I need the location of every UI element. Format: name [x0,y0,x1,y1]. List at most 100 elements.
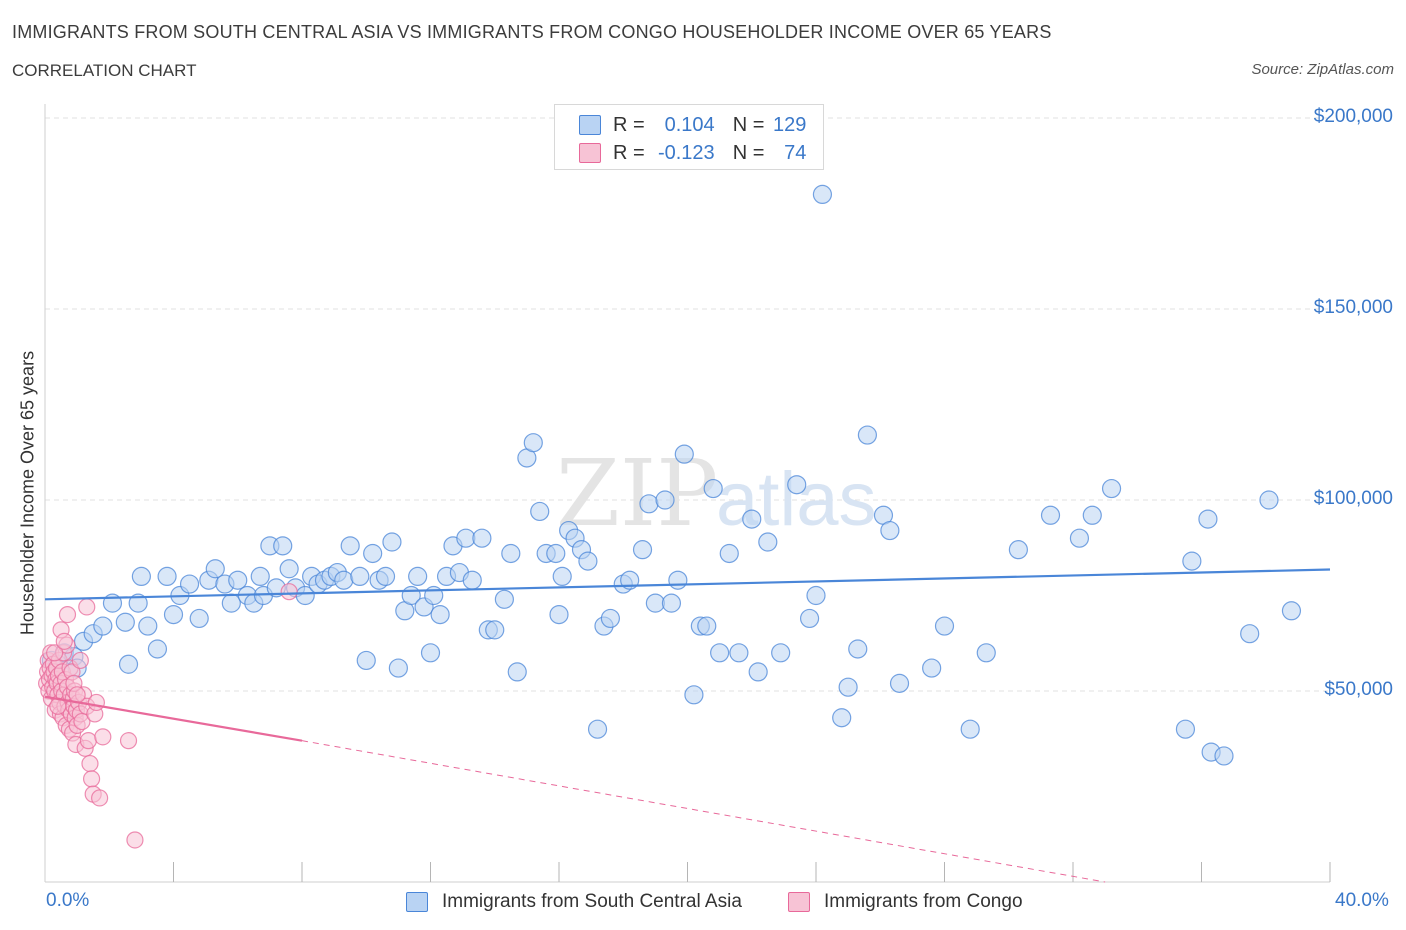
stats-legend: R = 0.104 N = 129 R = -0.123 N = 74 [554,104,824,170]
legend-swatch-pink [579,143,601,163]
data-point [91,789,109,807]
data-point [87,693,106,712]
data-point [228,570,248,590]
data-point [674,444,694,464]
r-value-blue: 0.104 [664,113,715,136]
data-point [179,574,200,594]
legend-label-congo: Immigrants from Congo [824,891,1023,912]
data-point [1259,490,1279,510]
y-tick-label: $150,000 [1313,297,1393,318]
r-label: R = [613,141,645,164]
data-point [485,620,505,640]
data-point [408,566,428,587]
data-point [889,673,910,693]
data-point [147,639,168,659]
data-point [1082,505,1102,525]
data-point [138,616,158,636]
data-point [546,543,566,564]
data-point [806,585,826,606]
data-point [530,501,550,522]
data-point [157,566,177,587]
data-point [758,532,778,552]
data-point [93,616,113,636]
data-point [639,494,659,514]
data-point [549,604,569,625]
series-south-central-asia-points [41,184,1302,766]
y-tick-label: $50,000 [1324,679,1393,700]
data-point [501,543,521,564]
data-point [812,184,833,204]
data-point [79,732,97,750]
data-point [73,712,91,731]
data-point [55,632,73,650]
data-point [1198,509,1218,529]
data-point [645,593,665,613]
data-point [578,551,598,571]
x-tick-label-min: 0.0% [46,890,90,911]
data-point [1240,624,1260,644]
data-point [1008,540,1028,560]
legend-item-south-central-asia[interactable]: Immigrants from South Central Asia [406,888,742,916]
data-point [420,643,441,663]
data-point [976,643,996,663]
data-point [131,566,151,587]
data-point [1040,505,1061,525]
n-label: N = [732,141,765,164]
chart-title: IMMIGRANTS FROM SOUTH CENTRAL ASIA VS IM… [12,22,1052,42]
data-point [552,566,572,587]
data-point [742,509,762,529]
legend-swatch-pink [788,892,810,912]
data-point [71,651,89,670]
chart-subtitle: CORRELATION CHART [12,61,197,80]
legend-item-congo[interactable]: Immigrants from Congo [788,888,1023,916]
data-point [462,570,482,590]
data-point [832,708,852,728]
legend-swatch-blue [406,892,428,912]
data-point [363,543,383,564]
data-point [472,528,492,548]
data-point [94,728,112,746]
data-point [523,433,543,453]
stats-legend-row-blue: R = 0.104 N = 129 [579,113,806,137]
data-point [922,658,942,678]
data-point [334,570,354,590]
data-point [78,598,96,616]
n-value-blue: 129 [773,113,807,136]
data-point [857,425,878,445]
legend-label-south-central-asia: Immigrants from South Central Asia [442,891,742,912]
data-point [46,644,64,662]
data-point [356,650,376,671]
data-point [729,643,749,663]
data-point [1214,746,1234,766]
y-tick-label: $200,000 [1313,106,1393,127]
data-point [507,662,527,682]
axes [44,104,1331,883]
data-point [375,566,396,587]
data-point [960,719,980,739]
data-point [1069,528,1090,548]
data-point [430,604,450,625]
data-point [1182,551,1202,571]
data-point [273,536,293,556]
trend-line-congo-extension [301,740,1106,883]
data-point [119,732,138,750]
data-point [382,532,402,552]
r-label: R = [613,113,645,136]
data-point [280,583,298,601]
data-point [697,616,717,636]
data-point [600,608,621,629]
n-label: N = [732,113,765,136]
data-point [221,593,241,613]
data-point [205,559,225,579]
data-point [58,605,77,624]
data-point [661,593,682,613]
data-point [1281,601,1302,621]
data-point [81,754,99,773]
data-point [128,593,148,613]
data-point [748,662,768,682]
data-point [1101,478,1122,499]
data-point [82,770,101,788]
y-tick-label: $100,000 [1313,488,1393,509]
data-point [494,589,514,609]
r-value-pink: -0.123 [657,141,715,164]
